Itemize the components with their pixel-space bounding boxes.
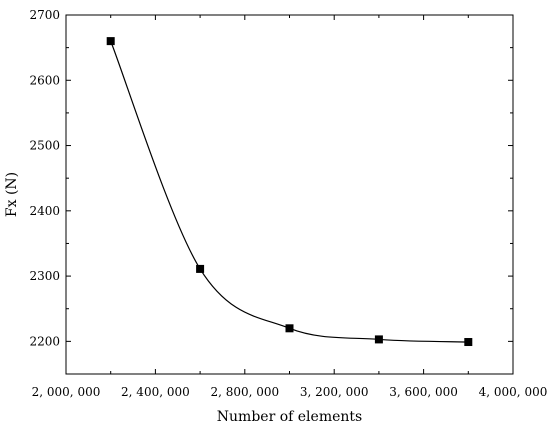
x-tick-label: 2, 800, 000 [210,385,279,399]
fitted-curve [110,40,469,343]
x-tick-label: 3, 200, 000 [300,385,369,399]
y-tick-label: 2200 [29,334,60,348]
y-axis-title: Fx (N) [4,172,20,217]
x-tick-label: 3, 600, 000 [389,385,458,399]
y-tick-label: 2300 [29,269,60,283]
y-tick-label: 2500 [29,139,60,153]
data-point [285,324,294,333]
data-points [106,37,473,347]
x-tick-label: 2, 400, 000 [121,385,190,399]
data-point [196,264,205,273]
x-tick-label: 2, 000, 000 [32,385,101,399]
plot-frame [65,14,514,375]
x-tick-label: 4, 000, 000 [479,385,548,399]
plot-area [65,14,514,375]
fitted-curve-group [110,40,469,343]
y-axis: 2200 2300 2400 2500 2600 2700 [29,8,513,375]
data-point [106,37,115,46]
data-point [374,335,383,344]
y-tick-label: 2700 [29,8,60,22]
y-tick-label: 2400 [29,204,60,218]
y-tick-label: 2600 [29,73,60,87]
data-point [464,338,473,347]
x-axis-title: Number of elements [217,409,362,425]
x-axis: 2, 000, 000 2, 400, 000 2, 800, 000 3, 200,… [32,15,548,399]
